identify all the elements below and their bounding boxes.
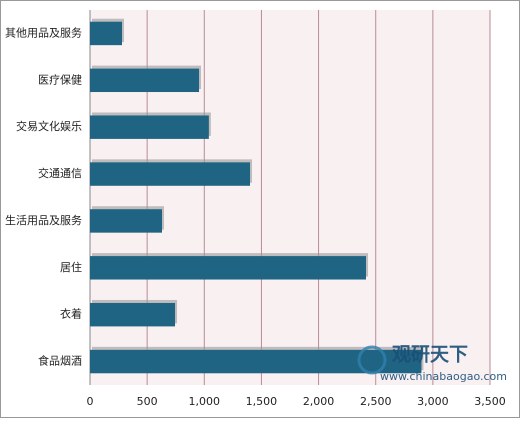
x-tick-label: 1,500 (246, 395, 278, 408)
y-tick-label: 医疗保健 (38, 72, 82, 86)
x-tick-label: 3,500 (474, 395, 506, 408)
bar (90, 302, 176, 327)
x-tick-label: 2,500 (360, 395, 392, 408)
x-tick-label: 500 (137, 395, 158, 408)
bar (90, 115, 209, 139)
y-tick-label: 交通通信 (38, 166, 82, 180)
y-tick-label: 交易文化娱乐 (16, 119, 82, 133)
x-tick-label: 1,000 (189, 395, 221, 408)
bar (90, 162, 250, 186)
bar (90, 256, 366, 280)
y-tick-label: 衣着 (60, 307, 82, 321)
bar (90, 209, 162, 233)
y-tick-label: 食品烟酒 (38, 354, 82, 368)
y-tick-label: 其他用品及服务 (5, 26, 82, 39)
bar (90, 68, 200, 93)
watermark-brand: 观研天下 (392, 344, 468, 366)
bar (90, 349, 422, 374)
y-tick-label: 生活用品及服务 (5, 213, 82, 227)
x-tick-label: 3,000 (417, 395, 449, 408)
y-tick-label: 居住 (60, 260, 82, 274)
watermark-logo (357, 345, 387, 375)
x-tick-label: 2,000 (303, 395, 335, 408)
bar (90, 21, 122, 46)
x-tick-label: 0 (87, 395, 94, 408)
watermark-url: www.chinabaogao.com (380, 370, 507, 383)
